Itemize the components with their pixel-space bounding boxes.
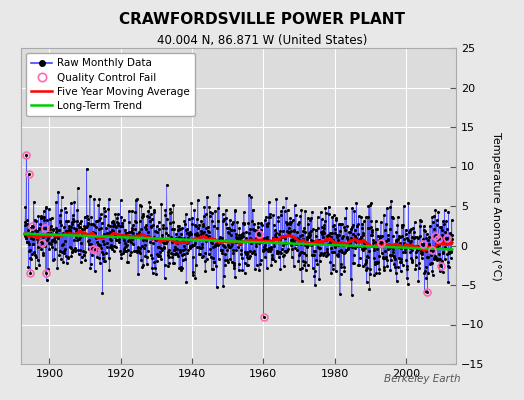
Y-axis label: Temperature Anomaly (°C): Temperature Anomaly (°C) bbox=[491, 132, 501, 280]
Legend: Raw Monthly Data, Quality Control Fail, Five Year Moving Average, Long-Term Tren: Raw Monthly Data, Quality Control Fail, … bbox=[26, 53, 195, 116]
Text: 40.004 N, 86.871 W (United States): 40.004 N, 86.871 W (United States) bbox=[157, 34, 367, 47]
Text: Berkeley Earth: Berkeley Earth bbox=[385, 374, 461, 384]
Text: CRAWFORDSVILLE POWER PLANT: CRAWFORDSVILLE POWER PLANT bbox=[119, 12, 405, 27]
